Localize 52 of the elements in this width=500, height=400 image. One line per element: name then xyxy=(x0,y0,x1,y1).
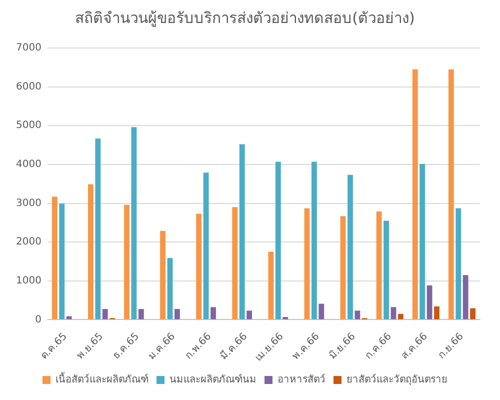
bar xyxy=(95,138,101,320)
bar xyxy=(88,184,94,320)
bar xyxy=(52,196,58,320)
bar xyxy=(275,162,281,320)
bar xyxy=(354,310,360,320)
bar xyxy=(66,316,72,320)
bar xyxy=(412,69,418,320)
bar xyxy=(311,162,317,320)
bar xyxy=(426,285,432,320)
y-tick-label: 7000 xyxy=(16,42,42,54)
bar xyxy=(210,307,216,320)
bar xyxy=(304,208,310,320)
bar xyxy=(462,275,468,320)
y-tick-label: 5000 xyxy=(16,120,42,132)
bar xyxy=(448,69,454,320)
bar xyxy=(376,211,382,320)
bar xyxy=(340,216,346,320)
legend-label: อาหารสัตว์ xyxy=(278,374,326,386)
chart-title: สถิติจำนวนผู้ขอรับบริการส่งตัวอย่างทดสอบ(ตัวอย่าง) xyxy=(75,8,415,27)
bar xyxy=(318,304,324,320)
bar xyxy=(160,230,166,320)
y-tick-label: 4000 xyxy=(16,159,42,170)
y-tick-label: 1000 xyxy=(16,275,42,286)
bar xyxy=(398,314,404,320)
bar xyxy=(384,220,389,320)
bar xyxy=(456,208,462,320)
bar xyxy=(59,204,65,320)
bar xyxy=(102,309,108,320)
y-tick-label: 0 xyxy=(35,314,42,326)
bar xyxy=(232,207,238,320)
y-tick-label: 2000 xyxy=(16,236,42,248)
bar xyxy=(282,316,288,320)
bar xyxy=(348,174,353,320)
bar xyxy=(138,309,144,320)
bar xyxy=(268,252,274,320)
bar xyxy=(167,258,173,320)
legend-label: เนื้อสัตว์และผลิตภัณฑ์ xyxy=(56,372,148,386)
bar xyxy=(203,172,209,320)
legend-label: ยาสัตว์และวัตถุอันตราย xyxy=(346,374,448,386)
y-tick-label: 3000 xyxy=(16,198,42,209)
bar xyxy=(131,127,137,320)
legend-label: นมและผลิตภัณฑ์นม xyxy=(170,374,256,386)
y-tick-label: 6000 xyxy=(16,81,42,92)
bar xyxy=(390,307,396,320)
bar xyxy=(174,309,180,320)
bar xyxy=(420,164,426,320)
bar xyxy=(246,310,252,320)
bar xyxy=(124,204,130,320)
bar xyxy=(196,214,202,320)
bar xyxy=(434,306,440,320)
bar xyxy=(470,308,476,320)
bar xyxy=(239,144,245,320)
